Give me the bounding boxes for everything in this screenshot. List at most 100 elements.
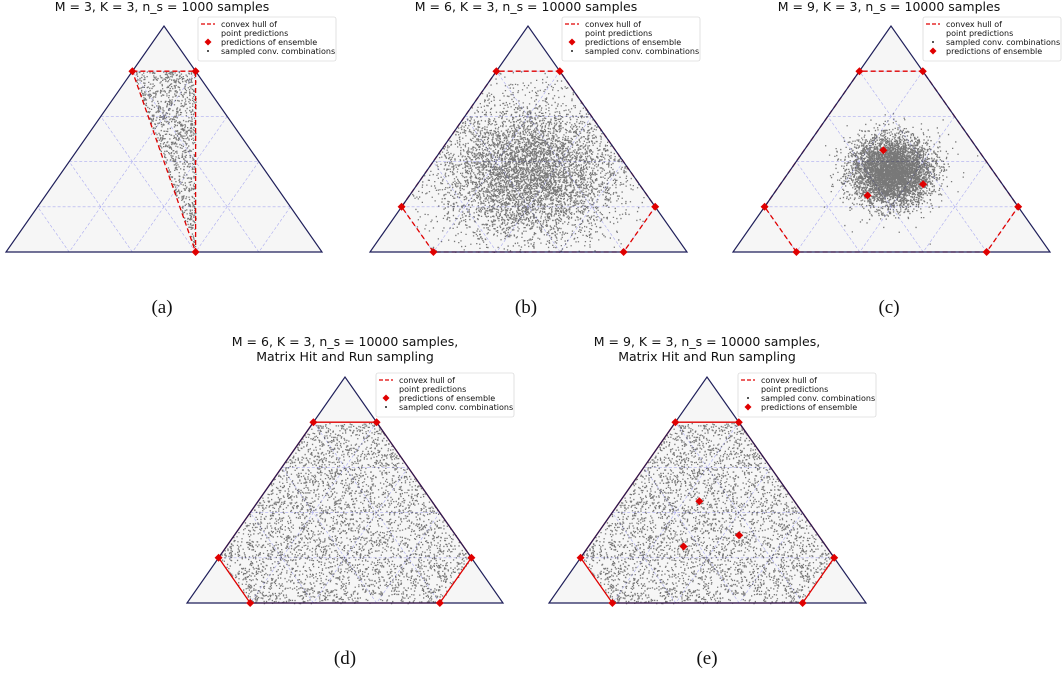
ensemble-marker (608, 599, 617, 607)
ensemble-marker (619, 248, 628, 256)
panel-title-line: M = 6, K = 3, n_s = 10000 samples, (232, 334, 458, 349)
sampled-combinations (583, 423, 833, 605)
ensemble-marker (679, 542, 688, 551)
grid-line (37, 206, 70, 253)
grid-line (738, 512, 803, 604)
legend-frame (737, 372, 877, 418)
ensemble-predictions (576, 418, 839, 607)
sampled-combinations (221, 423, 470, 605)
ensemble-marker (576, 553, 585, 562)
panel-caption: (c) (878, 297, 899, 318)
ensemble-marker (128, 67, 137, 76)
legend: convex hull of point predictionssampled … (922, 16, 1062, 62)
ensemble-marker (798, 599, 807, 607)
panel-caption: (d) (334, 648, 356, 669)
grid-line (376, 512, 441, 604)
legend-label-samples: sampled conv. combinations (761, 394, 875, 403)
sampled-combinations (823, 113, 979, 245)
ensemble-marker (1014, 202, 1023, 211)
legend-samples-swatch (571, 50, 573, 52)
ensemble-marker (555, 67, 564, 76)
legend-label-samples: sampled conv. combinations (585, 47, 699, 56)
panel-d: M = 6, K = 3, n_s = 10000 samples, Matrix… (185, 334, 515, 669)
simplex-background (549, 377, 866, 603)
simplex-background (187, 377, 503, 603)
sampled-combinations (136, 71, 197, 248)
sampled-combinations (412, 71, 645, 253)
grid-line (559, 161, 624, 253)
panel-caption: (e) (696, 648, 717, 669)
ensemble-predictions (128, 67, 200, 256)
sample-points (823, 113, 979, 245)
grid-line (795, 161, 861, 253)
ensemble-marker (879, 146, 888, 155)
ensemble-marker (918, 67, 927, 76)
legend-label-samples: sampled conv. combinations (221, 47, 335, 56)
simplex-outline (185, 375, 505, 604)
legend-label-samples: sampled conv. combinations (399, 403, 513, 412)
grid-line (986, 206, 1019, 253)
legend-ensemble-swatch (929, 47, 937, 55)
legend-ensemble-swatch (382, 394, 390, 402)
ensemble-marker (651, 202, 660, 211)
ensemble-marker (830, 553, 839, 562)
panel-title: M = 6, K = 3, n_s = 10000 samples, Matrix… (232, 334, 458, 364)
legend-label-hull: convex hull of (585, 20, 641, 29)
legend-samples-swatch (932, 41, 934, 43)
legend: convex hull of point predictionssampled … (737, 372, 877, 418)
panel-title-line: Matrix Hit and Run sampling (256, 349, 434, 364)
legend-ensemble-swatch (744, 403, 752, 411)
legend-samples-swatch (385, 406, 387, 408)
panel-title: M = 9, K = 3, n_s = 10000 samples, Matrix… (594, 334, 820, 364)
grid-line (922, 161, 987, 253)
ensemble-marker (246, 599, 255, 607)
legend-frame (375, 372, 515, 418)
legend-label-hull: convex hull of (946, 20, 1002, 29)
ensemble-marker (855, 67, 864, 76)
sample-points (136, 71, 197, 248)
ensemble-marker (919, 180, 928, 189)
panel-title: M = 9, K = 3, n_s = 10000 samples (778, 0, 1000, 14)
ensemble-marker (397, 202, 406, 211)
legend-samples-swatch (207, 50, 209, 52)
ensemble-marker (191, 248, 200, 256)
ensemble-marker (982, 248, 991, 256)
ensemble-marker (735, 531, 744, 540)
ensemble-marker (435, 599, 444, 607)
ensemble-marker (734, 418, 743, 427)
panel-c: M = 9, K = 3, n_s = 10000 samples convex … (731, 0, 1062, 318)
panel-title: M = 3, K = 3, n_s = 1000 samples (55, 0, 269, 14)
legend-frame (197, 16, 337, 62)
grid-line (313, 467, 409, 604)
legend-label-ensemble: predictions of ensemble (221, 38, 317, 47)
legend-label-hull: point predictions (221, 29, 288, 38)
convex-hull (131, 70, 197, 253)
sample-points (221, 423, 470, 605)
ensemble-marker (214, 553, 223, 562)
panel-title: M = 6, K = 3, n_s = 10000 samples (415, 0, 637, 14)
ensemble-predictions (397, 67, 660, 256)
simplex-outline (4, 24, 324, 253)
ensemble-predictions (760, 67, 1023, 256)
panel-caption: (a) (151, 297, 172, 318)
simplex-outline (731, 24, 1052, 253)
sample-points (583, 423, 833, 605)
panel-title-line: M = 6, K = 3, n_s = 10000 samples (415, 0, 637, 14)
ensemble-marker (429, 248, 438, 256)
grid-line (132, 116, 228, 253)
panel-title-line: M = 3, K = 3, n_s = 1000 samples (55, 0, 269, 14)
simplex-background (733, 26, 1050, 252)
panel-title-line: M = 9, K = 3, n_s = 10000 samples (778, 0, 1000, 14)
legend-label-hull: convex hull of (399, 376, 455, 385)
panel-title-line: Matrix Hit and Run sampling (618, 349, 796, 364)
legend-label-hull: convex hull of (221, 20, 277, 29)
ensemble-marker (191, 67, 200, 76)
simplex-outline (547, 375, 868, 604)
legend: convex hull of point predictionspredicti… (375, 372, 515, 418)
ensemble-marker (695, 497, 704, 506)
ensemble-marker (309, 418, 318, 427)
legend-frame (561, 16, 701, 62)
ensemble-marker (372, 418, 381, 427)
panel-e: M = 9, K = 3, n_s = 10000 samples, Matrix… (547, 334, 877, 669)
legend-label-ensemble: predictions of ensemble (399, 394, 495, 403)
